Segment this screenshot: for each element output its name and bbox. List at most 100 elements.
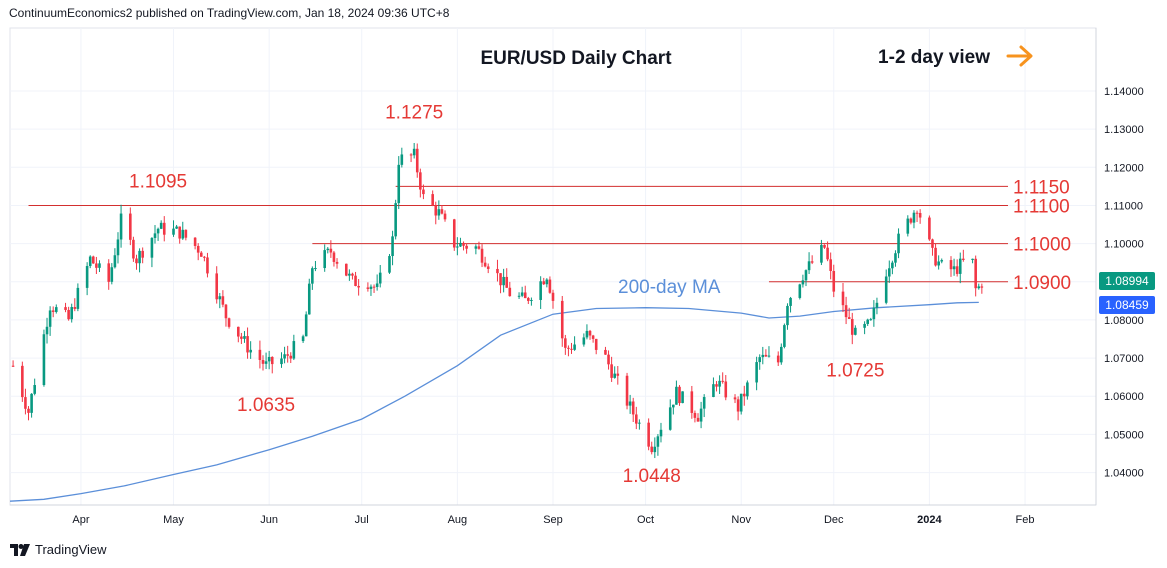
view-note: 1-2 day view: [878, 47, 990, 68]
candle-body: [625, 375, 629, 406]
candle-body: [755, 362, 758, 383]
candle-body: [301, 336, 305, 342]
candle-body: [847, 317, 851, 319]
candle-body: [739, 393, 743, 412]
candle-body: [508, 287, 512, 297]
candle-body: [668, 407, 672, 430]
candle-body: [678, 386, 681, 404]
candle-body: [196, 245, 200, 253]
x-tick-label: Feb: [1016, 514, 1035, 526]
x-tick-label: Aug: [448, 514, 468, 526]
candle-body: [918, 213, 922, 218]
candle-body: [110, 267, 114, 282]
candle-body: [375, 283, 379, 287]
candle-body: [607, 354, 610, 365]
candle-body: [116, 239, 120, 256]
candle-body: [477, 246, 481, 249]
candle-body: [437, 209, 441, 216]
candle-body: [400, 154, 404, 165]
candle-body: [820, 244, 823, 263]
candle-body: [517, 295, 521, 297]
y-tick-label: 1.13000: [1104, 124, 1144, 136]
candle-body: [258, 349, 262, 360]
candle-body: [958, 258, 962, 274]
candle-body: [452, 219, 456, 248]
candle-body: [854, 327, 857, 335]
candle-body: [496, 268, 499, 274]
candle-body: [369, 286, 373, 289]
candle-body: [699, 408, 703, 422]
x-tick-label: Sep: [543, 514, 563, 526]
ma-line: [9, 301, 979, 502]
candle-body: [33, 385, 36, 394]
candle-body: [366, 287, 370, 289]
candle-body: [591, 335, 595, 339]
candle-body: [431, 194, 434, 206]
y-tick-label: 1.04000: [1104, 468, 1144, 480]
candle-body: [329, 248, 333, 253]
candle-body: [829, 259, 832, 271]
candle-body: [548, 279, 552, 293]
candle-body: [162, 222, 166, 235]
candle-body: [132, 239, 135, 259]
level-label: 1.1150: [1013, 177, 1070, 198]
candle-body: [594, 338, 598, 350]
candle-body: [962, 258, 965, 260]
tradingview-logo-icon: [10, 543, 30, 556]
candle-body: [937, 261, 940, 266]
candlesticks: [11, 142, 984, 459]
candle-body: [264, 361, 268, 364]
candle-body: [844, 305, 848, 318]
candle-body: [92, 256, 95, 264]
candle-body: [21, 365, 24, 398]
candle-body: [85, 266, 89, 288]
candle-body: [153, 233, 157, 238]
x-tick-label: Apr: [72, 514, 89, 526]
level-label: 1.1100: [1013, 196, 1070, 217]
candle-body: [372, 286, 376, 288]
candle-body: [135, 258, 138, 264]
x-tick-label: Nov: [731, 514, 751, 526]
candle-body: [227, 318, 231, 327]
candle-body: [635, 414, 638, 424]
candle-body: [539, 281, 542, 300]
candle-body: [292, 341, 296, 359]
candle-body: [51, 310, 55, 312]
candle-body: [616, 373, 620, 376]
candle-body: [184, 229, 188, 238]
y-tick-label: 1.07000: [1104, 353, 1144, 365]
candle-body: [351, 273, 354, 276]
candle-body: [690, 391, 694, 413]
candle-body: [193, 237, 197, 246]
candle-body: [311, 268, 314, 284]
candle-body: [178, 226, 181, 239]
candle-body: [786, 305, 789, 326]
candle-body: [776, 355, 780, 363]
candle-body: [527, 298, 530, 301]
candle-body: [502, 276, 505, 286]
candle-body: [949, 260, 953, 270]
y-tick-label: 1.14000: [1104, 86, 1144, 98]
y-tick-label: 1.11000: [1104, 200, 1143, 212]
candle-body: [181, 229, 185, 239]
candle-body: [894, 253, 897, 263]
candle-body: [613, 373, 617, 378]
candle-body: [249, 349, 252, 353]
candle-body: [246, 336, 249, 353]
candle-body: [647, 422, 650, 447]
candle-body: [940, 260, 944, 262]
candle-body: [650, 446, 654, 453]
candle-body: [27, 408, 30, 413]
level-label: 1.1000: [1013, 235, 1071, 256]
candle-body: [459, 242, 462, 247]
candle-body: [172, 228, 175, 235]
x-tick-label: Jun: [260, 514, 278, 526]
candle-body: [45, 326, 49, 335]
candle-body: [804, 270, 808, 281]
candle-body: [823, 244, 826, 248]
candle-body: [443, 213, 447, 220]
candle-body: [659, 429, 663, 437]
candle-body: [409, 154, 413, 156]
candle-body: [440, 209, 444, 214]
